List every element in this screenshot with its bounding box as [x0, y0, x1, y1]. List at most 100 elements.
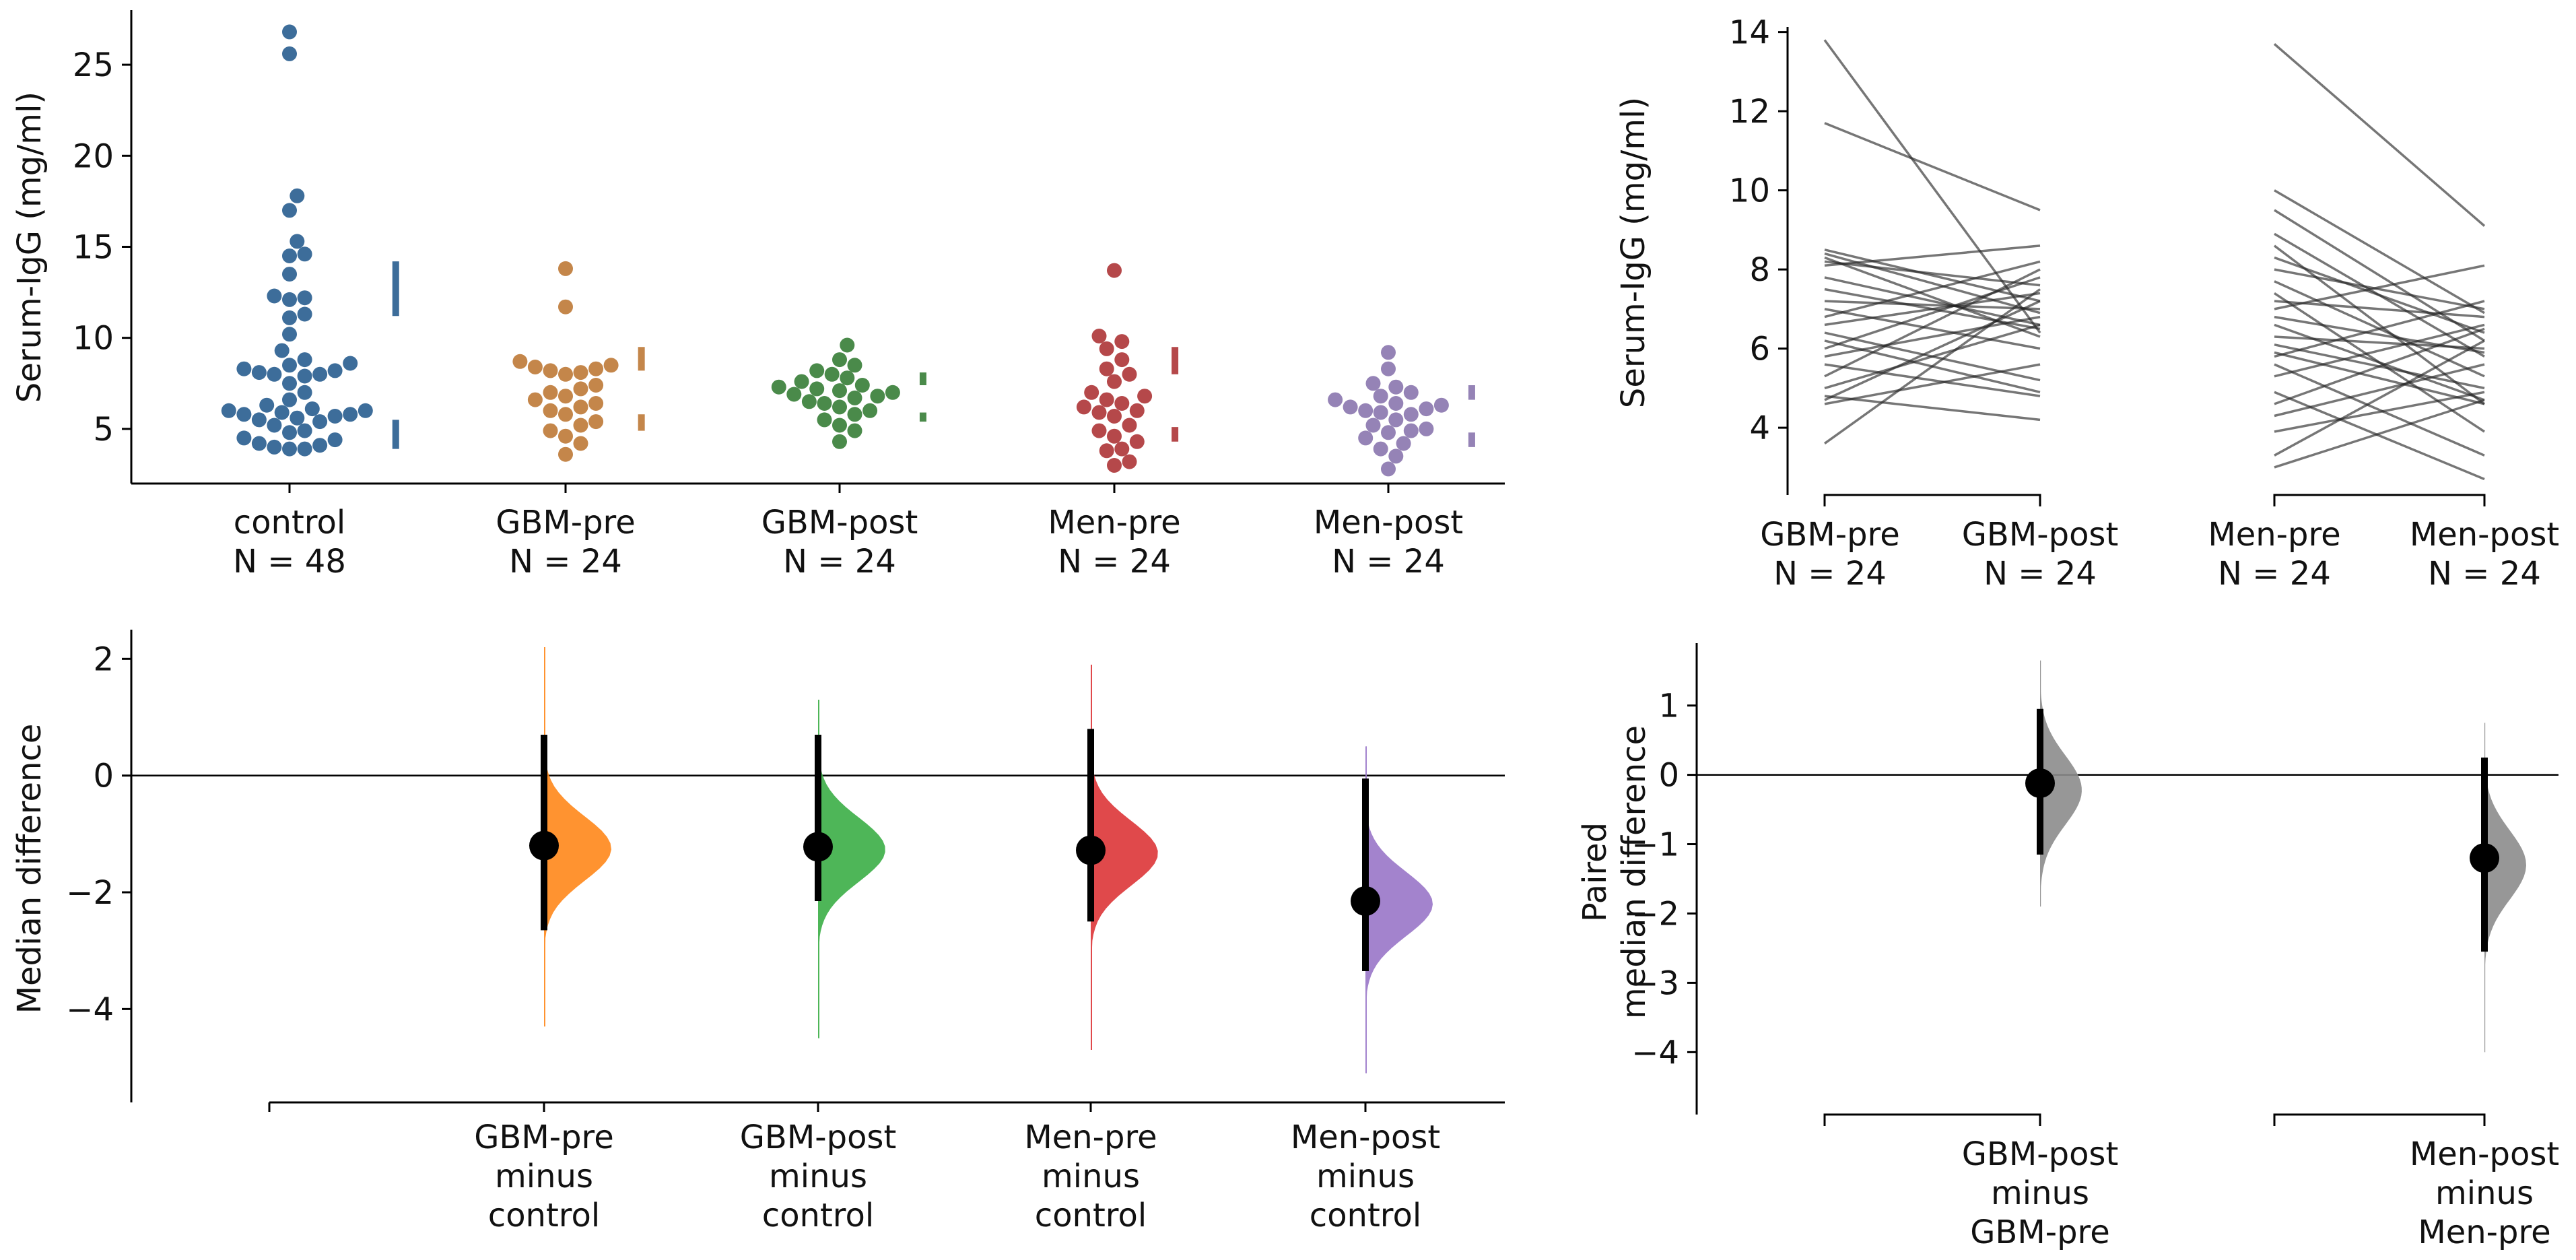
panel-a-data-point [1365, 376, 1381, 391]
panel-b-paired-line [2274, 323, 2485, 401]
panel-b-paired-line [2274, 391, 2485, 433]
panel-a-data-point [1373, 405, 1388, 420]
panel-d-point-estimate [2470, 843, 2499, 873]
panel-b-paired-line [1823, 288, 2041, 445]
panel-a-data-point [327, 409, 343, 424]
panel-d-comparison-label: minus [1991, 1174, 2089, 1212]
panel-a-data-point [282, 425, 297, 440]
panel-c-bootstrap-distribution [818, 700, 885, 1038]
panel-b-paired-line [1824, 276, 2041, 350]
panel-b-paired-line [2274, 339, 2485, 457]
panel-a-data-point [282, 358, 297, 373]
panel-a-data-point [274, 405, 290, 420]
panel-a-data-point [840, 370, 855, 386]
panel-a-y-tick-label: 10 [73, 320, 114, 358]
panel-c-comparison-label: GBM-post [740, 1119, 897, 1156]
panel-a-data-point [588, 378, 604, 393]
panel-b-paired-line [1824, 122, 2041, 211]
panel-c-comparison-label: minus [769, 1158, 867, 1195]
panel-d-y-tick-label: −3 [1631, 964, 1679, 1002]
panel-a-data-point [1091, 329, 1107, 343]
panel-b-paired-line [2274, 391, 2485, 481]
panel-d-y-tick-label: 1 [1658, 688, 1679, 725]
panel-a-data-point [1388, 449, 1404, 464]
panel-b-paired-line [1824, 395, 2041, 422]
panel-a-data-point [817, 412, 832, 428]
panel-b-paired-line [1824, 300, 2041, 401]
panel-a-data-point [543, 423, 558, 438]
panel-a-data-point [588, 414, 604, 430]
panel-a-y-axis-label: Serum-IgG (mg/ml) [11, 92, 48, 403]
panel-b-paired-line [2274, 327, 2485, 405]
panel-a-data-point [558, 446, 573, 462]
panel-a-data-point [282, 292, 297, 307]
panel-b-paired-line [2274, 300, 2485, 358]
panel-a-data-point [282, 248, 297, 263]
panel-c-comparison-label: Men-pre [1024, 1119, 1157, 1156]
panel-a-data-point [1433, 397, 1449, 413]
panel-b-paired-line [2274, 264, 2485, 310]
panel-b-paired-line [1824, 363, 2041, 397]
panel-a-y-tick-label: 5 [93, 411, 114, 449]
panel-b-paired-line [1824, 323, 2041, 390]
panel-a-data-point [1358, 403, 1374, 418]
panel-a-group-n-label: N = 24 [1058, 543, 1171, 581]
panel-b-paired-line [1824, 308, 2041, 350]
panel-a-data-point [603, 358, 619, 373]
panel-a-data-point [794, 374, 809, 389]
panel-a-data-point [543, 385, 558, 400]
panel-c-bootstrap-distribution [544, 647, 611, 1027]
panel-a-data-point [1365, 418, 1381, 433]
panel-a-data-point [1388, 396, 1404, 411]
panel-a-data-point [282, 441, 297, 457]
panel-a-data-point [297, 306, 312, 322]
panel-a-data-point [1084, 385, 1099, 400]
panel-a-data-point [290, 410, 305, 426]
panel-a-data-point [832, 399, 847, 415]
panel-a-group-n-label: N = 24 [783, 543, 896, 581]
panel-b-paired-line [2274, 335, 2485, 350]
panel-c-comparison-label: control [488, 1197, 600, 1234]
panel-a-data-point [512, 354, 528, 369]
panel-b-paired-line [1824, 248, 2041, 302]
panel-b-y-tick-label: 6 [1749, 331, 1770, 368]
panel-c-y-tick-label: −4 [66, 991, 114, 1028]
panel-a-data-point [558, 366, 573, 382]
panel-a-data-point [832, 434, 847, 449]
panel-b-paired-line [1824, 260, 2041, 319]
panel-a-data-point [824, 366, 840, 382]
panel-c-comparison-label: minus [1042, 1158, 1140, 1195]
panel-a-data-point [854, 378, 870, 393]
panel-a-data-point [251, 365, 267, 380]
panel-a-data-point [221, 403, 236, 418]
panel-a-data-point [251, 412, 267, 428]
panel-c-comparison-label: Men-post [1291, 1119, 1440, 1156]
panel-a-group-label: GBM-pre [496, 504, 636, 541]
panel-b-group-n-label: N = 24 [1773, 555, 1887, 593]
panel-c-y-axis-label: Median difference [11, 724, 48, 1014]
panel-a-y-tick-label: 20 [73, 137, 114, 175]
panel-a-data-point [832, 418, 847, 433]
panel-d-y-tick-label: 0 [1658, 757, 1679, 795]
panel-a-data-point [297, 246, 312, 262]
panel-a-data-point [1114, 441, 1130, 457]
panel-a-data-point [832, 352, 847, 368]
panel-a-data-point [1388, 412, 1404, 428]
panel-a-data-point [312, 366, 328, 382]
panel-a-data-point [1419, 421, 1434, 436]
panel-b-y-axis-label: Serum-IgG (mg/ml) [1615, 97, 1652, 408]
panel-a-data-point [290, 234, 305, 249]
panel-d-y-tick-label: −1 [1631, 826, 1679, 864]
panel-b-paired-line [1824, 260, 2041, 287]
panel-a-data-point [1122, 454, 1137, 469]
panel-b-paired-line [2274, 399, 2485, 469]
panel-c-y-tick-label: 2 [93, 640, 114, 678]
panel-a-data-point [297, 290, 312, 306]
panel-a-data-point [282, 267, 297, 282]
panel-a-data-point [1328, 392, 1343, 407]
panel-d-comparison-label: minus [2435, 1174, 2534, 1212]
panel-a-data-point [236, 430, 252, 446]
panel-b-y-tick-label: 10 [1729, 172, 1770, 210]
panel-a-data-point [558, 299, 573, 314]
panel-a-data-point [527, 360, 543, 374]
